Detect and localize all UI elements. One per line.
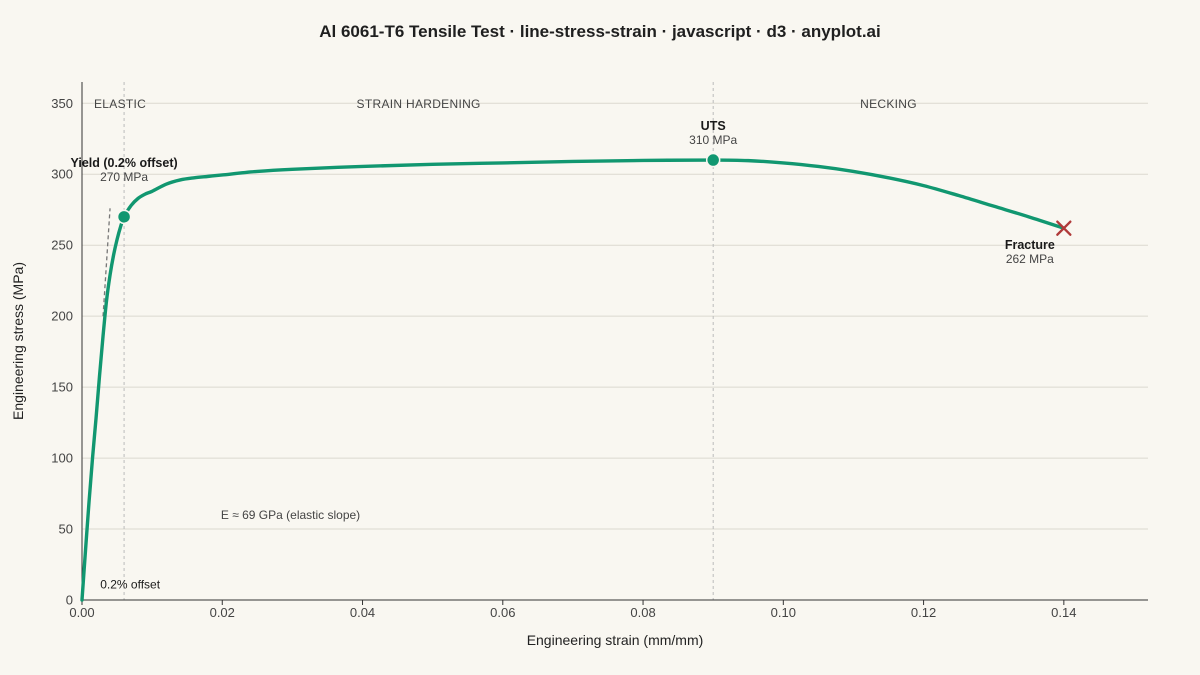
yield-marker — [116, 209, 132, 225]
region-label: ELASTIC — [94, 97, 146, 111]
x-tick-label: 0.10 — [771, 605, 796, 620]
y-tick-label: 150 — [51, 380, 73, 395]
x-tick-label: 0.06 — [490, 605, 515, 620]
region-label: NECKING — [860, 97, 917, 111]
grid-lines — [82, 102, 1148, 530]
fracture-value: 262 MPa — [1006, 252, 1054, 266]
modulus-note: E ≈ 69 GPa (elastic slope) — [221, 508, 360, 522]
y-tick-label: 250 — [51, 238, 73, 253]
fracture-label: Fracture — [1005, 238, 1055, 252]
x-tick-label: 0.14 — [1051, 605, 1076, 620]
x-ticks: 0.00 0.02 0.04 0.06 0.08 0.10 0.12 0.14 — [69, 600, 1076, 620]
axes — [81, 82, 1148, 601]
y-tick-label: 300 — [51, 167, 73, 182]
uts-value: 310 MPa — [689, 133, 737, 147]
region-labels: ELASTIC STRAIN HARDENING NECKING — [94, 97, 917, 111]
y-tick-label: 0 — [66, 593, 73, 608]
x-axis-label: Engineering strain (mm/mm) — [527, 632, 704, 648]
stress-strain-curve — [80, 158, 1066, 602]
yield-value: 270 MPa — [100, 170, 148, 184]
yield-label: Yield (0.2% offset) — [70, 156, 177, 170]
x-tick-label: 0.00 — [69, 605, 94, 620]
uts-marker — [705, 152, 721, 168]
y-tick-label: 200 — [51, 309, 73, 324]
y-ticks: 0 50 100 150 200 250 300 350 — [51, 96, 73, 608]
uts-label: UTS — [701, 119, 726, 133]
x-tick-label: 0.08 — [630, 605, 655, 620]
x-tick-label: 0.12 — [911, 605, 936, 620]
y-tick-label: 350 — [51, 96, 73, 111]
region-label: STRAIN HARDENING — [357, 97, 481, 111]
chart-title: Al 6061-T6 Tensile Test · line-stress-st… — [319, 22, 881, 41]
offset-note: 0.2% offset — [100, 578, 160, 592]
y-tick-label: 100 — [51, 451, 73, 466]
fracture-x-marker — [1056, 220, 1072, 236]
x-tick-label: 0.04 — [350, 605, 375, 620]
region-dividers — [123, 82, 714, 600]
y-tick-label: 50 — [59, 522, 73, 537]
y-axis-label: Engineering stress (MPa) — [10, 262, 26, 420]
x-tick-label: 0.02 — [210, 605, 235, 620]
